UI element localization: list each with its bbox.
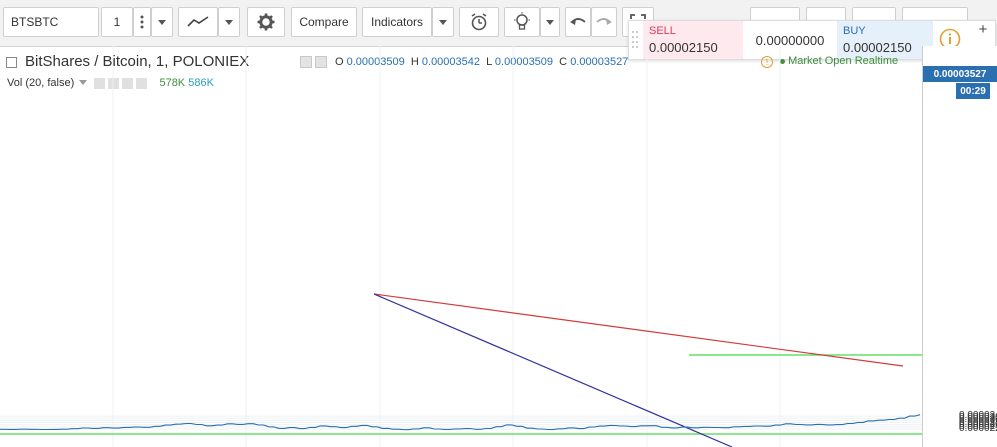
zoom-in-button[interactable]: + [978,21,988,38]
price-tick-label: 0.00003400 [959,410,997,422]
chevron-down-icon [158,19,166,25]
symbol-title: BitShares / Bitcoin, 1, POLONIEX [25,53,250,70]
chart-style-button[interactable] [178,7,218,37]
indicators-button[interactable]: Indicators [362,7,432,37]
spread-value: 0.00000000 [755,33,825,48]
alarm-clock-icon [471,13,487,31]
buy-label: BUY [843,25,866,37]
sell-price: 0.00002150 [649,40,718,55]
lightbulb-icon [514,12,530,30]
high-value: 0.00003542 [421,56,481,68]
gear-icon [257,13,275,31]
chevron-down-icon[interactable] [79,80,88,85]
indicators-dropdown-button[interactable] [432,7,454,37]
interval-dropdown-button[interactable] [151,7,173,37]
low-value: 0.00003509 [494,56,554,68]
trade-panel: SELL 0.00002150 0.00000000 BUY 0.0000215… [628,20,996,60]
price-tick-label: 0.00003200 [959,412,997,424]
bar-countdown-label: 00:29 [956,83,990,99]
price-line [0,414,921,431]
chart-legend: BitShares / Bitcoin, 1, POLONIEX O 0.000… [0,52,920,72]
fullscreen-icon [630,14,646,30]
interval-menu-icon[interactable] [133,7,151,37]
volume-value-2: 586K [188,77,214,89]
undo-icon [570,18,586,25]
price-tick-label: 0.00002600 [959,418,997,430]
symbol-search-input[interactable]: BTSBTC [3,7,99,37]
interval-button[interactable]: 1 [101,7,133,37]
sell-label: SELL [649,25,676,37]
settings-button[interactable] [247,7,285,37]
ideas-dropdown-button[interactable] [540,7,560,37]
resistance-trendline[interactable] [373,293,904,367]
volume-label: Vol (20, false) [7,77,75,89]
redo-icon [596,18,612,25]
buy-price: 0.00002150 [843,40,912,55]
drag-handle-icon[interactable] [631,29,639,51]
alert-button[interactable] [459,7,499,37]
series-settings-icon[interactable] [315,56,327,68]
chart-grid [0,46,922,447]
price-tick-label: 0.00002800 [959,416,997,428]
descending-trendline[interactable] [373,293,733,447]
chart-style-dropdown-button[interactable] [218,7,240,37]
line-chart-icon [187,16,209,27]
ohlc-values: O 0.00003509 H 0.00003542 L 0.00003509 C… [335,56,629,68]
chevron-down-icon [546,19,554,25]
price-tick-label: 0.00002200 [959,423,997,434]
last-price-label: 0.00003527 [923,66,997,82]
price-tick-label: 0.00002400 [959,420,997,432]
chevron-down-icon [439,19,447,25]
chevron-down-icon [225,19,233,25]
status-dot-icon [780,58,785,64]
volume-icons[interactable] [94,77,151,89]
price-tick-label: 0.00003000 [959,414,997,426]
volume-legend: Vol (20, false) 578K 586K [7,77,214,89]
open-value: 0.00003509 [346,56,405,68]
price-chart[interactable] [0,46,922,447]
hide-series-icon[interactable] [300,56,312,68]
collapse-legend-icon[interactable] [6,57,17,68]
buy-button[interactable]: BUY 0.00002150 [837,21,933,59]
redo-button[interactable] [591,7,617,37]
volume-value-1: 578K [159,77,186,89]
price-axis[interactable]: 0.000034000.000032000.000030000.00002800… [922,46,997,447]
undo-button[interactable] [565,7,591,37]
ideas-button[interactable] [504,7,540,37]
sell-button[interactable]: SELL 0.00002150 [643,21,743,59]
compare-button[interactable]: Compare [291,7,357,37]
warning-icon[interactable]: ! [761,56,773,68]
close-value: 0.00003527 [570,56,629,68]
market-status: Market Open Realtime [780,55,898,67]
